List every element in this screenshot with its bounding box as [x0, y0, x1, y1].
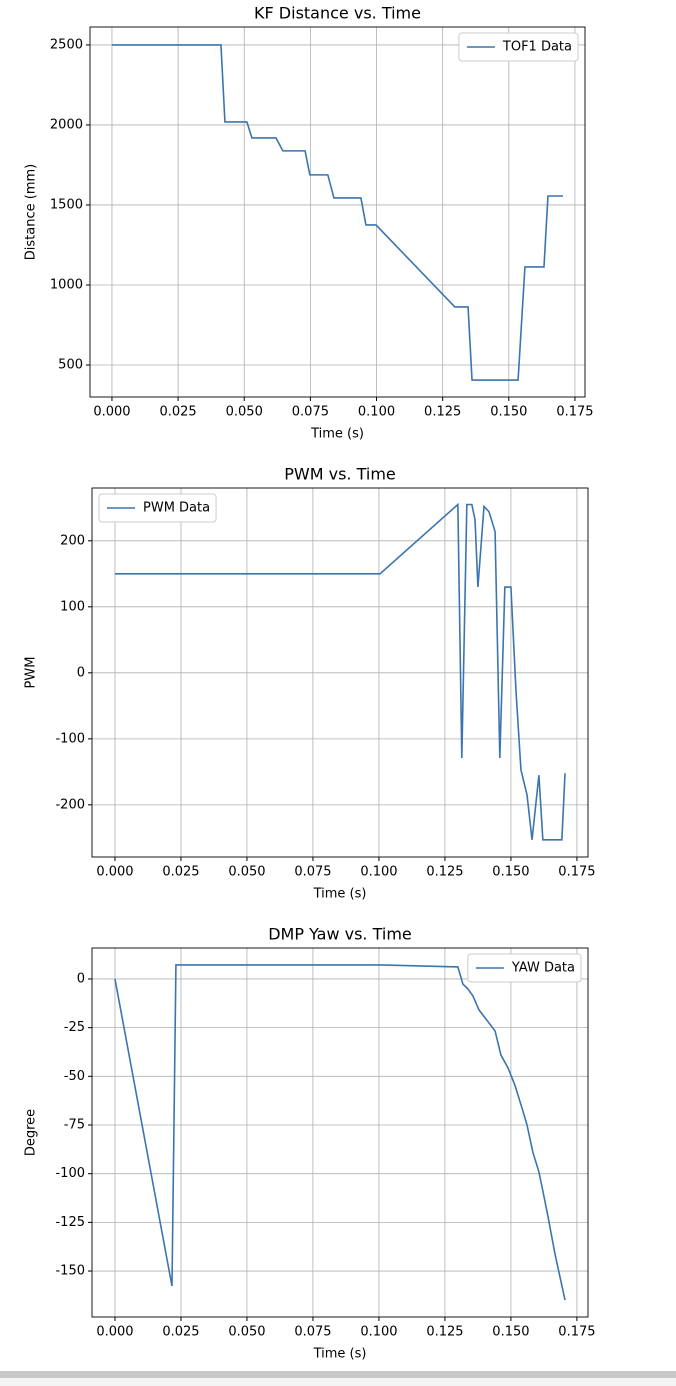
y-tick-label: -100	[55, 1166, 85, 1181]
plot-frame	[91, 487, 589, 858]
x-tick-label: 0.125	[426, 865, 463, 880]
x-tick-label: 0.050	[226, 405, 263, 420]
chart: 0.000 0.025 0.050 0.075 0.100 0.125 0.150 0.175…	[24, 465, 596, 902]
scroll-bar	[0, 1371, 676, 1378]
x-tick-label: 0.175	[558, 1325, 595, 1340]
legend: YAW Data	[467, 953, 582, 983]
x-axis-label: Time (s)	[313, 1347, 367, 1362]
chart-title: PWM vs. Time	[284, 465, 396, 484]
x-tick-label: 0.000	[96, 1325, 133, 1340]
legend-label: YAW Data	[511, 961, 575, 976]
legend-frame	[467, 953, 582, 983]
y-tick-label: 2500	[50, 37, 83, 52]
y-tick-label: -200	[55, 797, 85, 812]
x-tick-label: 0.000	[93, 405, 130, 420]
y-tick-label: 1000	[50, 277, 83, 292]
x-tick-label: 0.050	[228, 1325, 265, 1340]
x-tick-label: 0.075	[294, 865, 331, 880]
x-tick-label: 0.100	[358, 405, 395, 420]
x-tick-label: 0.100	[360, 1325, 397, 1340]
y-tick-label: -100	[55, 731, 85, 746]
y-tick-label: 0	[77, 665, 85, 680]
y-tick-label: 0	[77, 971, 85, 986]
chart: 0.000 0.025 0.050 0.075 0.100 0.125 0.150 0.175…	[24, 925, 596, 1362]
data-line	[114, 964, 566, 1301]
x-axis-label: Time (s)	[313, 887, 367, 902]
legend-label: TOF1 Data	[502, 40, 572, 55]
x-tick-label: 0.000	[96, 865, 133, 880]
y-axis-label: PWM	[24, 657, 39, 689]
x-tick-label: 0.025	[159, 405, 196, 420]
footer-strip	[0, 1378, 676, 1386]
x-tick-label: 0.025	[162, 865, 199, 880]
x-tick-label: 0.100	[360, 865, 397, 880]
x-tick-label: 0.175	[556, 405, 593, 420]
legend-label: PWM Data	[143, 501, 210, 516]
x-tick-label: 0.125	[424, 405, 461, 420]
x-tick-label: 0.150	[492, 865, 529, 880]
x-tick-label: 0.075	[294, 1325, 331, 1340]
x-tick-label: 0.175	[558, 865, 595, 880]
y-tick-label: -125	[55, 1215, 85, 1230]
chart: 0.000 0.025 0.050 0.075 0.100 0.125 0.150 0.175…	[24, 4, 594, 442]
x-axis-label: Time (s)	[310, 427, 364, 442]
plot-frame	[89, 26, 586, 398]
y-axis-label: Degree	[24, 1109, 39, 1156]
y-tick-label: 500	[58, 357, 83, 372]
y-tick-label: 100	[60, 599, 85, 614]
plot-frame	[91, 947, 589, 1318]
chart-title: DMP Yaw vs. Time	[268, 925, 412, 944]
chart-title: KF Distance vs. Time	[254, 4, 421, 23]
legend: PWM Data	[98, 493, 217, 523]
legend-frame	[458, 32, 579, 62]
data-line	[111, 44, 564, 381]
data-line	[114, 502, 566, 841]
x-tick-label: 0.125	[426, 1325, 463, 1340]
x-tick-label: 0.075	[292, 405, 329, 420]
y-tick-label: -25	[64, 1020, 85, 1035]
y-tick-label: -150	[55, 1264, 85, 1279]
y-tick-label: 200	[60, 533, 85, 548]
legend-frame	[98, 493, 217, 523]
y-tick-label: 2000	[50, 117, 83, 132]
y-tick-label: -50	[64, 1069, 85, 1084]
y-tick-label: 1500	[50, 197, 83, 212]
x-tick-label: 0.150	[490, 405, 527, 420]
y-axis-label: Distance (mm)	[24, 164, 39, 260]
x-tick-label: 0.150	[492, 1325, 529, 1340]
x-tick-label: 0.050	[228, 865, 265, 880]
legend: TOF1 Data	[458, 32, 579, 62]
x-tick-label: 0.025	[162, 1325, 199, 1340]
y-tick-label: -75	[64, 1118, 85, 1133]
